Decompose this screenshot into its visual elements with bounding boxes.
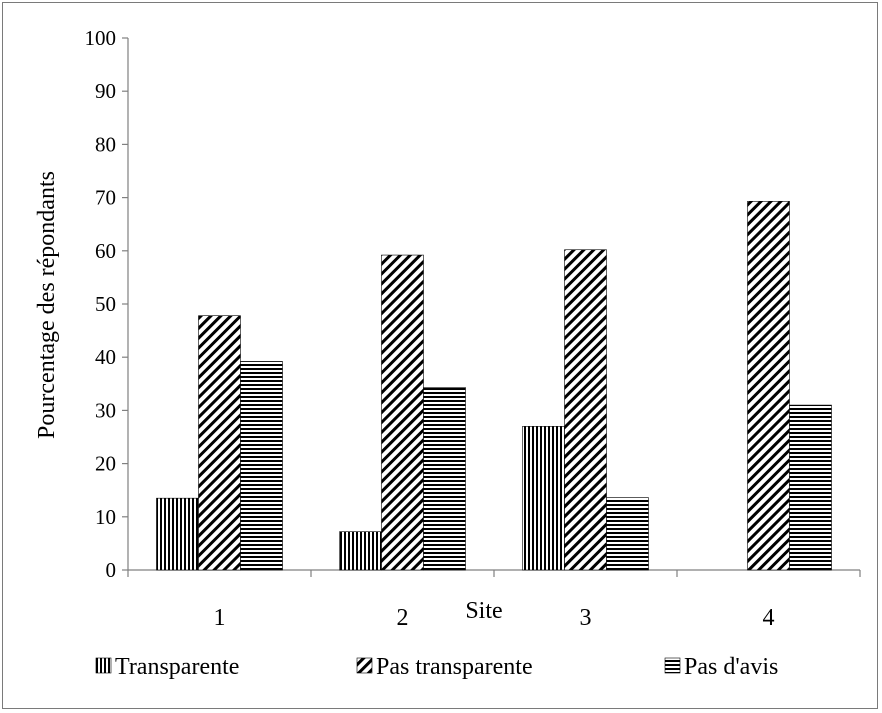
legend-label: Transparente [115,654,239,680]
y-tick-label: 0 [106,558,117,582]
bar-pas-transparente-site-2 [381,254,424,571]
bar-transparente-site-1 [156,497,199,571]
bar-pas-transparente-site-3 [564,249,607,571]
legend-swatch [356,657,373,674]
y-tick-label: 100 [85,26,117,50]
y-tick-label: 90 [95,79,116,103]
bar-pas-d-avis-site-4 [789,404,832,571]
x-tick-label: 2 [397,605,409,631]
bar-pas-d-avis-site-3 [606,497,649,571]
bar-pas-d-avis-site-2 [423,387,466,571]
legend-swatch [95,657,112,674]
y-tick-label: 10 [95,505,116,529]
y-tick-label: 70 [95,186,116,210]
x-tick-label: 1 [214,605,226,631]
y-axis-title: Pourcentage des répondants [34,171,60,439]
legend-item: Pas d'avis [664,654,778,680]
x-tick-label: 3 [580,605,592,631]
y-tick-label: 50 [95,292,116,316]
legend-item: Transparente [95,654,239,680]
legend-swatch [664,657,681,674]
bar-transparente-site-3 [522,426,565,571]
legend-label: Pas transparente [376,654,533,680]
y-tick-label: 40 [95,345,116,369]
y-tick-label: 60 [95,239,116,263]
bars [156,201,832,571]
y-tick-label: 80 [95,132,116,156]
bar-pas-transparente-site-1 [198,315,241,571]
bar-pas-transparente-site-4 [747,201,790,571]
y-tick-label: 30 [95,398,116,422]
bar-transparente-site-2 [339,531,382,571]
x-axis-title: Site [465,598,502,624]
bar-pas-d-avis-site-1 [240,361,283,571]
y-axis: 0 10 20 30 40 50 60 70 80 90 100 [85,26,129,582]
y-tick-label: 20 [95,452,116,476]
legend-label: Pas d'avis [684,654,778,680]
legend: Transparente Pas transparente Pas d'avis [95,654,778,680]
legend-item: Pas transparente [356,654,533,680]
x-tick-label: 4 [763,605,775,631]
